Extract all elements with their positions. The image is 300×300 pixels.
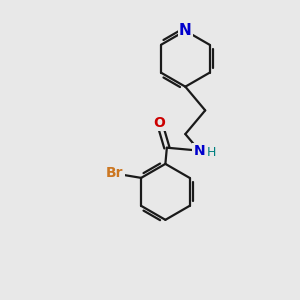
Text: H: H [207,146,216,160]
Text: N: N [179,23,192,38]
Text: Br: Br [106,167,123,181]
Text: O: O [154,116,165,130]
Text: N: N [194,144,205,158]
